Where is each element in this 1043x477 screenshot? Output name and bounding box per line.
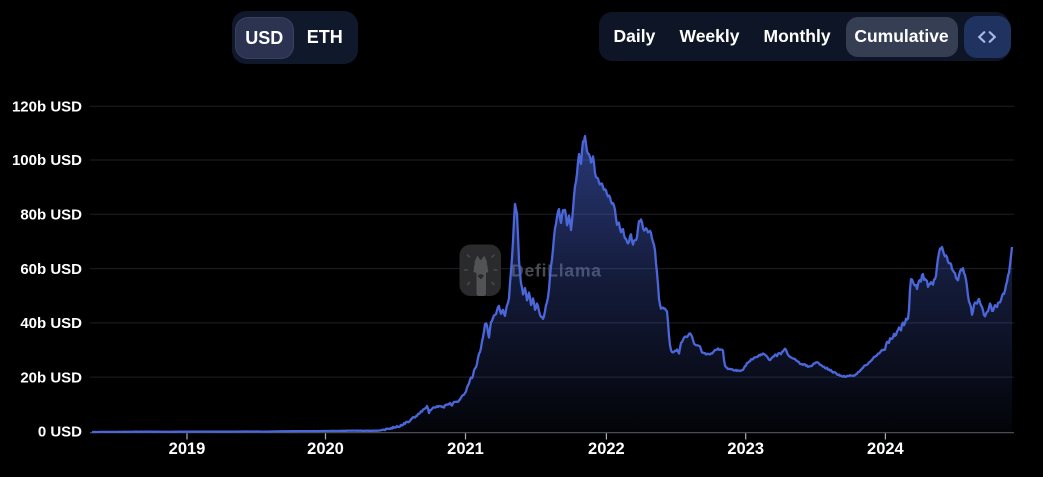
- svg-text:2021: 2021: [447, 440, 484, 458]
- svg-text:2020: 2020: [307, 440, 344, 458]
- svg-text:40b USD: 40b USD: [20, 315, 82, 332]
- svg-text:100b USD: 100b USD: [12, 152, 82, 169]
- svg-text:80b USD: 80b USD: [20, 207, 82, 224]
- svg-text:120b USD: 120b USD: [12, 98, 82, 115]
- svg-text:2024: 2024: [867, 440, 905, 458]
- svg-text:60b USD: 60b USD: [20, 261, 82, 278]
- svg-text:2022: 2022: [588, 440, 625, 458]
- svg-text:2019: 2019: [169, 440, 206, 458]
- svg-text:0 USD: 0 USD: [38, 424, 82, 441]
- svg-text:2023: 2023: [727, 440, 764, 458]
- svg-text:20b USD: 20b USD: [20, 369, 82, 386]
